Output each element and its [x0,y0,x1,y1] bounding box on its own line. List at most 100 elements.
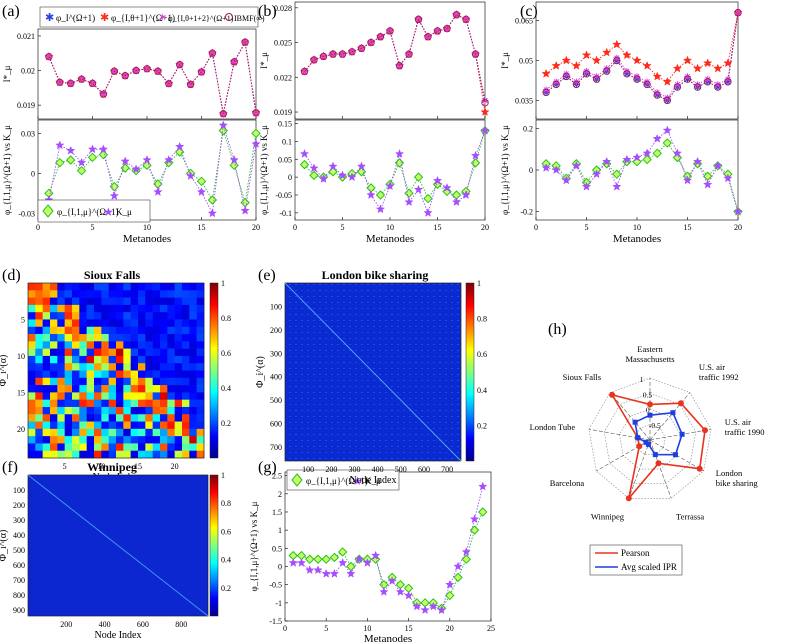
sioux-cell [72,428,80,437]
panel-c-top-s1-point [692,63,703,73]
panel-a-bot-s1-point [240,205,250,215]
sioux-cell [64,370,73,379]
sioux-cell [28,283,36,291]
panel-b-bot-s1-point [299,149,310,158]
sioux-cell [86,377,95,386]
sioux-cell [130,436,139,444]
panel-b-top-s3-point [329,50,337,58]
panel-g-s1-point [412,601,422,611]
sioux-cell [72,312,80,320]
sioux-cell [167,319,175,328]
sioux-cell [145,334,153,342]
sioux-cell [42,443,51,452]
sioux-cell [130,283,139,291]
panel-g-s0-point [321,554,331,564]
sioux-cell [28,414,36,422]
panel-a-top-s3-point [99,90,108,98]
sioux-cell [50,385,58,393]
sioux-cell [130,399,139,408]
sioux-cell [196,370,205,379]
svg-text:★: ★ [103,205,114,219]
panel-c-bot-ylabel: φ_{I,1,μ}^(Ω+1) vs K_μ [500,125,510,215]
sioux-cell [79,355,87,364]
sioux-cell [79,304,87,313]
sioux-cell [28,290,36,298]
sioux-cell [152,348,161,357]
winnipeg-axes-ylabel: Φ_i^(α) [0,530,9,562]
sioux-cell [123,290,131,298]
sioux-cell [167,297,175,306]
panel-c-top-s3-point [714,83,722,91]
london-axes-xtick-label: 100 [302,465,314,474]
sioux-axes-xtick-label: 20 [171,462,179,471]
panel-b-bot-xtick-label: 10 [386,223,394,232]
sioux-cell [57,319,65,328]
sioux-cell [101,334,109,342]
panel-b-top-s3-point [367,38,375,47]
sioux-axes-xtick-label: 15 [134,462,142,471]
panel-g-ytick-label: -1.5 [269,617,282,626]
radar-point-ipr [652,452,658,458]
sioux-cell [28,355,36,364]
panel-g-ytick-label: 2.5 [272,472,282,481]
sioux-cell [182,421,190,430]
sioux-cell [182,450,190,459]
sioux-cell [72,341,80,349]
sioux-cell [101,450,109,459]
panel-g-ylabel: φ_{I,1,μ}^(Ω+1) vs K_μ [249,501,259,591]
sioux-cell [94,283,102,291]
sioux-cell [35,392,43,400]
sioux-cell [101,436,109,444]
sioux-cell [86,341,95,349]
sioux-cell [160,399,168,408]
sioux-cell [57,436,65,444]
panel-c-top-s2-point-d2 [563,71,569,77]
sioux-cell [116,334,124,342]
sioux-cell [182,319,190,328]
sioux-cell [145,355,153,364]
sioux-cell [189,363,197,371]
sioux-cell [72,297,80,306]
london-title: London bike sharing [322,268,429,282]
sioux-cell [174,421,183,430]
sioux-cell [167,399,175,408]
panel-b-top-s3-point [471,50,480,58]
sioux-cell [101,363,109,371]
panel-c-top-s3-point [592,75,601,83]
svg-text:✶: ✶ [158,12,167,24]
panel-b-top-ytick-label: 0.025 [274,39,292,48]
panel-b-top-s3-point [395,62,404,70]
panel-b-top-ytick-label: 0.028 [274,4,292,13]
panel-g-s1-point [296,558,307,567]
panel-a-top-s2-point [209,50,216,57]
sioux-cell [64,443,73,452]
london-axes-xlabel: Node Index [350,475,397,486]
sioux-cell [86,399,95,408]
london-axes-ytick-label: 700 [270,443,282,452]
radar-ring-label: -0.5 [649,421,661,430]
sioux-cell [79,421,87,430]
panel-c-top-s1-point [551,60,561,70]
sioux-axes-cbar-label: 0.8 [221,314,231,323]
sioux-cell [116,304,124,313]
sioux-cell [72,370,80,379]
panel-a-top-ylabel: I*_μ [2,65,12,82]
panel-a-bot-s1-point [175,141,185,151]
panel-g-s0-point [337,547,348,557]
panel-a-bot-ytick-label: 0 [31,169,35,178]
sioux-cell [35,443,43,452]
panel-g-s1-point [321,568,331,578]
radar-axis-label: Winnipeg [591,511,625,521]
panel-a-top-s3-point [143,65,151,73]
panel-g-s1-point [420,605,430,615]
sioux-cell [64,326,73,335]
sioux-cell [174,385,183,393]
sioux-cell [130,297,139,306]
sioux-cell [174,450,183,459]
panel-b-bot-s1-point [318,174,329,183]
sioux-cell [174,283,183,291]
sioux-cell [123,363,131,371]
panel-g-s1-point [346,568,356,578]
panel-c-top-s1-point [642,60,652,70]
sioux-cell [94,399,102,408]
